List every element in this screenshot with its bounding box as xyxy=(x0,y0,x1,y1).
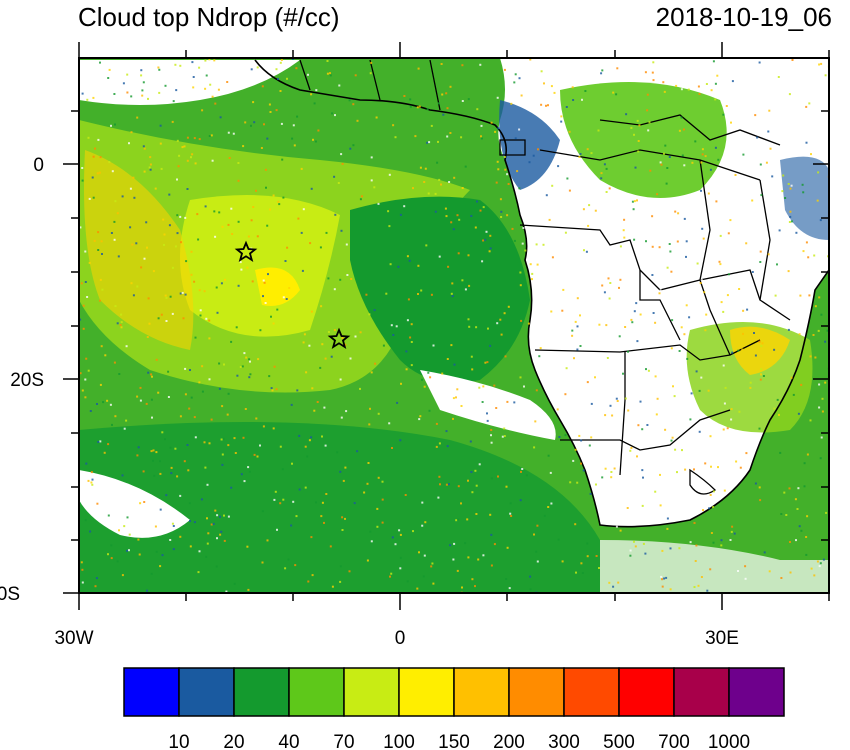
colorbar-box xyxy=(398,667,455,717)
colorbar-label: 150 xyxy=(438,732,470,750)
colorbar-label: 700 xyxy=(658,732,690,750)
land-cloud-blue xyxy=(499,100,560,190)
tick-marks xyxy=(63,42,830,610)
x-tick-label: 0 xyxy=(395,628,406,649)
clear-sky-north xyxy=(79,60,300,105)
cloud-field-yellow-core xyxy=(255,267,300,306)
colorbar-label: 100 xyxy=(383,732,415,750)
land-cloud-yellow xyxy=(730,326,790,375)
x-tick-label: 30W xyxy=(54,628,93,649)
land-cloud-east xyxy=(780,156,829,240)
colorbar-box xyxy=(178,667,235,717)
colorbar-box xyxy=(453,667,510,717)
colorbar-label: 300 xyxy=(548,732,580,750)
colorbar-label: 40 xyxy=(278,732,299,750)
clear-sky-south xyxy=(600,540,829,593)
cloud-field-yellow-patch xyxy=(84,150,194,350)
star-marker-north xyxy=(234,240,258,263)
speckle-noise xyxy=(79,58,829,593)
colorbar-label: 1000 xyxy=(708,732,750,750)
colorbar-label: 70 xyxy=(333,732,354,750)
colorbar-box xyxy=(618,667,675,717)
map-title: Cloud top Ndrop (#/cc) xyxy=(78,2,340,32)
star-marker-south xyxy=(327,327,351,350)
colorbar-box xyxy=(673,667,730,717)
map-datetime: 2018-10-19_06 xyxy=(655,2,832,32)
colorbar-box xyxy=(728,667,785,717)
y-tick-label: 20S xyxy=(10,370,44,391)
colorbar-box xyxy=(288,667,345,717)
markers xyxy=(234,240,351,350)
cloud-field-darkgreen-core xyxy=(350,196,530,383)
y-tick-label: 0 xyxy=(33,155,44,176)
colorbar: 10 20 40 70 100 150 200 300 500 700 1000 xyxy=(123,667,785,750)
cloud-field-south xyxy=(79,422,600,593)
land-cloud-central xyxy=(560,82,727,198)
x-tick-label: 30E xyxy=(705,628,739,649)
colorbar-box xyxy=(563,667,620,717)
clear-sky-gap xyxy=(420,370,556,440)
clear-sky-southwest xyxy=(79,470,190,538)
y-tick-label: 40S xyxy=(0,584,20,605)
colorbar-box xyxy=(508,667,565,717)
colorbar-label: 500 xyxy=(603,732,635,750)
colorbar-label: 200 xyxy=(493,732,525,750)
colorbar-box xyxy=(123,667,180,717)
colorbar-box xyxy=(233,667,290,717)
data-field xyxy=(79,58,829,593)
colorbar-box xyxy=(343,667,400,717)
colorbar-label: 10 xyxy=(168,732,189,750)
colorbar-label: 20 xyxy=(223,732,244,750)
